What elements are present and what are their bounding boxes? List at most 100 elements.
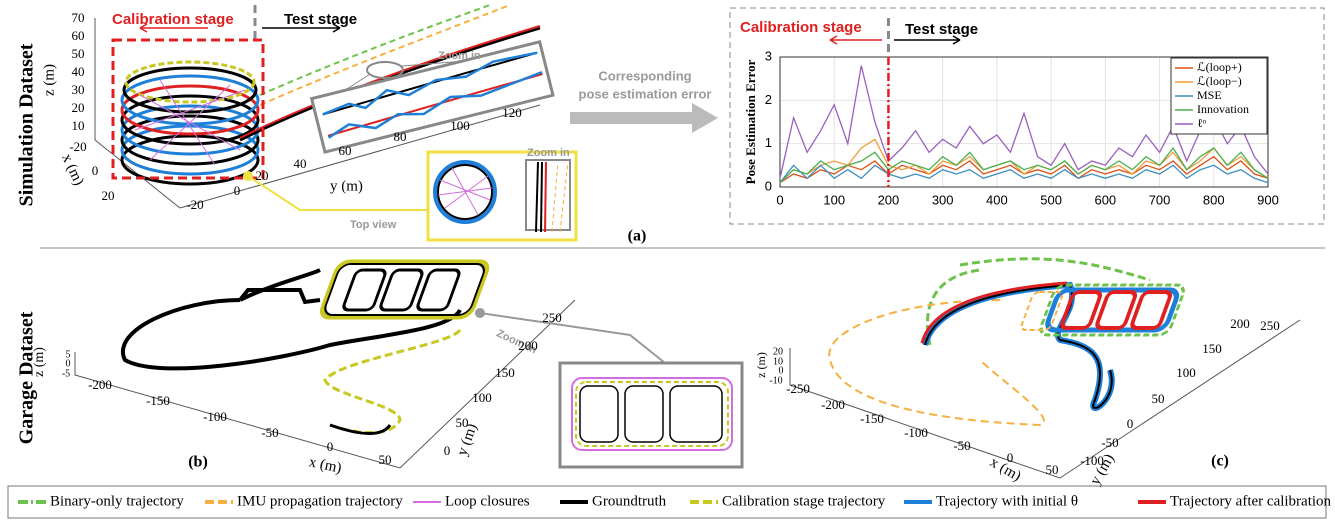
zoom-inset xyxy=(309,39,555,154)
loop-closure xyxy=(437,167,493,216)
tick-label: 5 xyxy=(66,349,71,360)
trajectory xyxy=(120,94,260,146)
x-tick-label: 600 xyxy=(1094,192,1116,207)
tick-label: 0 xyxy=(1007,450,1014,465)
groundtruth xyxy=(624,385,664,443)
y-axis-label: Pose Estimation Error xyxy=(743,59,758,184)
tick-label: -150 xyxy=(146,393,170,408)
tick-label: 20 xyxy=(102,188,115,203)
arrow-caption: pose estimation error xyxy=(579,86,712,101)
groundtruth xyxy=(924,283,1113,410)
plot-frame xyxy=(779,56,1269,188)
tick-label: 100 xyxy=(1176,365,1196,380)
zoom-label: Zoom in xyxy=(527,147,570,159)
tick-label: 40 xyxy=(72,64,85,79)
tick-label: 200 xyxy=(518,338,538,353)
zoom-label: Zoom in xyxy=(438,50,481,62)
groundtruth xyxy=(238,268,321,305)
x-tick-label: 400 xyxy=(986,192,1008,207)
imu-propagation xyxy=(551,161,569,233)
tick-label: -5 xyxy=(62,368,70,379)
x-tick-label: 100 xyxy=(823,192,845,207)
panel-label: (c) xyxy=(1211,453,1229,470)
legend: Binary-only trajectory IMU propagation tr… xyxy=(18,493,1332,509)
trajectory xyxy=(1060,290,1103,330)
axis-label: x (m) xyxy=(307,454,343,476)
tick-label: 0 xyxy=(234,183,241,198)
arrow xyxy=(570,103,718,133)
tick-label: 50 xyxy=(1152,391,1165,406)
tick-label: 150 xyxy=(495,365,515,380)
tick-label: -150 xyxy=(860,411,884,426)
trajectory xyxy=(120,84,260,136)
legend-label: MSE xyxy=(1197,88,1222,102)
tick-label: 60 xyxy=(339,143,352,158)
y-tick-label: 0 xyxy=(765,178,772,193)
annotation: Calibration stage xyxy=(740,19,862,36)
groundtruth xyxy=(342,268,387,312)
tick-label: -20 xyxy=(186,197,203,212)
axis xyxy=(74,299,576,469)
trajectory xyxy=(327,70,543,139)
tick-label: 250 xyxy=(1260,318,1280,333)
tick-label: 60 xyxy=(72,28,85,43)
loop-closure xyxy=(134,79,246,166)
legend-label: Trajectory with initial θ xyxy=(936,493,1078,509)
loop-closure xyxy=(571,377,733,451)
tick-label: -100 xyxy=(203,409,227,424)
trajectory xyxy=(920,281,1068,344)
row-label: Simulation Dataset xyxy=(16,43,38,206)
legend-label: Calibration stage trajectory xyxy=(722,493,886,509)
series-line xyxy=(779,164,1269,184)
legend-label: Groundtruth xyxy=(592,493,667,509)
groundtruth xyxy=(416,268,461,312)
axis-label: x (m) xyxy=(58,151,86,188)
tick-label: -100 xyxy=(904,425,928,440)
tick-label: -50 xyxy=(261,425,278,440)
y-tick-label: 1 xyxy=(765,135,772,150)
tick-label: -100 xyxy=(1080,453,1104,468)
trajectory xyxy=(120,134,260,186)
trajectory xyxy=(120,114,260,166)
tick-label: 0 xyxy=(779,365,784,376)
tick-label: 200 xyxy=(1230,316,1250,331)
y-tick-label: 2 xyxy=(765,92,772,107)
axis-label: z (m) xyxy=(32,347,47,377)
arrow xyxy=(262,23,341,33)
series-line xyxy=(779,65,1269,179)
tick-label: -50 xyxy=(1101,435,1118,450)
tick-label: 20 xyxy=(72,100,85,115)
arrow xyxy=(894,35,961,45)
x-tick-label: 0 xyxy=(776,192,783,207)
panel-label: (a) xyxy=(628,228,647,245)
groundtruth xyxy=(669,385,723,443)
panel-b-3d xyxy=(74,259,744,469)
tick-label: 40 xyxy=(294,156,307,171)
zoom-connector xyxy=(247,175,428,211)
trajectory xyxy=(122,66,258,114)
groundtruth xyxy=(121,298,462,371)
tick-label: -200 xyxy=(821,397,845,412)
groundtruth xyxy=(329,423,392,435)
tick-label: 120 xyxy=(502,105,522,120)
trajectory xyxy=(1095,290,1138,330)
tick-label: 30 xyxy=(72,82,85,97)
tick-label: -20 xyxy=(69,139,86,154)
error-chart: 0 1 2 3 0 100 200 300 400 500 600 700 800 900 ℒ(loop+)… xyxy=(765,18,1279,207)
legend-label: Loop closures xyxy=(445,493,530,509)
tick-label: 10 xyxy=(72,118,85,133)
zoom-connector xyxy=(479,312,666,364)
tick-label: 20 xyxy=(773,346,783,357)
trajectory xyxy=(120,74,260,126)
annotation: Test stage xyxy=(905,21,978,38)
calibration-trajectory xyxy=(323,328,462,435)
tick-label: -10 xyxy=(769,375,782,386)
axis xyxy=(789,319,1301,479)
trajectory xyxy=(544,161,547,233)
tick-label: 0 xyxy=(444,443,451,458)
tick-label: 250 xyxy=(542,310,562,325)
groundtruth xyxy=(379,268,424,312)
tick-label: 80 xyxy=(394,129,407,144)
calibration-box xyxy=(111,38,265,180)
tick-label: 50 xyxy=(379,452,392,467)
